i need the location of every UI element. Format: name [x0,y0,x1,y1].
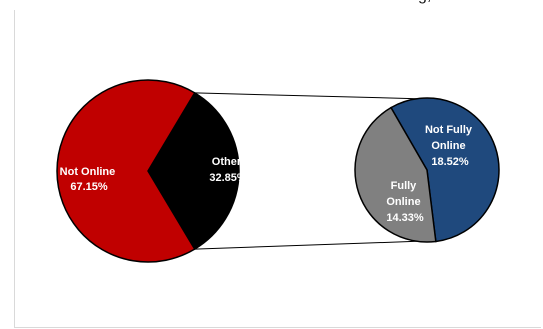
main-pie-slice-not-online [56,79,196,263]
cropped-caption: g, [418,0,431,5]
slice-labels: Not Online 67.15% Other 32.85% Not Fully… [60,124,475,224]
chart-frame [14,10,541,328]
secondary-pie [354,97,500,243]
main-pie [56,79,240,263]
label-not-online: Not Online 67.15% [60,166,119,193]
connector-bottom [194,240,417,250]
secondary-pie-slice-fully-online [354,106,437,243]
connector-top [194,92,417,100]
label-fully-online: Fully Online 14.33% [386,180,424,224]
main-pie-slice-other [147,91,240,251]
label-not-fully-online: Not Fully Online 18.52% [425,124,475,168]
label-other: Other 32.85% [209,156,247,184]
connector-lines [194,92,417,250]
secondary-pie-slice-not-fully-online [389,97,500,243]
